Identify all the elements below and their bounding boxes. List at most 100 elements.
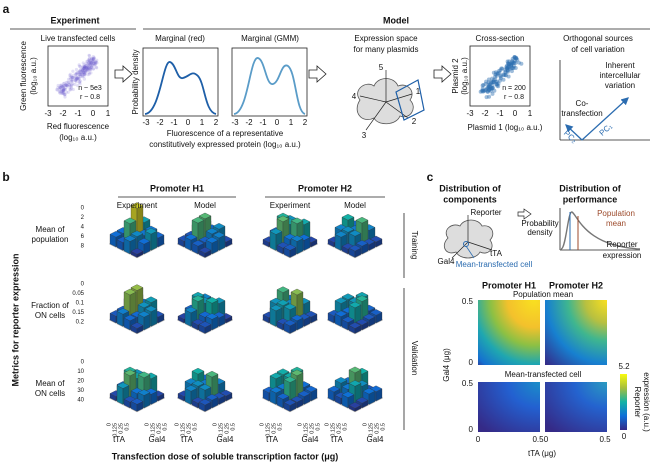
tick-label: 6 bbox=[81, 234, 85, 240]
bar-top bbox=[276, 286, 290, 293]
tick-label: 0.5 bbox=[380, 423, 386, 431]
dot bbox=[77, 72, 81, 76]
dot bbox=[63, 92, 67, 97]
label: constitutively expressed protein (log₁₀ … bbox=[149, 140, 301, 149]
dot bbox=[83, 69, 88, 74]
dot bbox=[81, 70, 85, 74]
tick-label: 0 bbox=[469, 358, 474, 367]
dot bbox=[61, 90, 65, 94]
dot bbox=[59, 83, 64, 87]
tick-label: 0 bbox=[297, 423, 303, 426]
dot bbox=[66, 90, 70, 94]
plot-frame bbox=[142, 47, 219, 117]
dot bbox=[61, 88, 66, 93]
dot bbox=[506, 61, 511, 66]
dot bbox=[80, 75, 84, 79]
bar-top bbox=[191, 380, 205, 387]
dot bbox=[66, 80, 70, 84]
dot bbox=[70, 79, 74, 83]
dot bbox=[89, 65, 94, 69]
dot bbox=[87, 54, 92, 58]
axis-number: 4 bbox=[352, 92, 357, 101]
dot bbox=[77, 72, 81, 76]
dot bbox=[84, 65, 88, 69]
dot bbox=[68, 77, 72, 81]
tick-label: 0 bbox=[622, 432, 627, 441]
dot bbox=[74, 72, 78, 76]
dot bbox=[89, 66, 93, 70]
dot bbox=[65, 83, 69, 87]
plot-frame bbox=[469, 45, 531, 107]
label: tTA bbox=[331, 435, 344, 444]
dot bbox=[91, 59, 96, 64]
heatmap bbox=[478, 300, 540, 365]
bar-top bbox=[283, 376, 297, 383]
label: (log₁₀ a.u.) bbox=[59, 133, 97, 142]
dot bbox=[488, 86, 493, 91]
bar-top bbox=[341, 213, 355, 221]
tick-label: 0.125 bbox=[218, 423, 224, 437]
dot bbox=[491, 79, 496, 84]
dot bbox=[490, 85, 495, 90]
dot bbox=[492, 88, 497, 93]
tick-label: -3 bbox=[44, 109, 52, 118]
dot bbox=[84, 66, 88, 70]
plot-title: Marginal (red) bbox=[155, 34, 205, 43]
bar-top bbox=[109, 231, 123, 238]
bar-top bbox=[334, 224, 348, 231]
dot bbox=[91, 67, 95, 71]
dot bbox=[74, 72, 78, 77]
dot bbox=[90, 60, 94, 65]
dot bbox=[86, 65, 90, 69]
label: Model bbox=[194, 201, 216, 210]
dot bbox=[64, 83, 68, 87]
axis-number: 2 bbox=[412, 117, 417, 126]
tick-label: -2 bbox=[59, 109, 67, 118]
bar-top bbox=[290, 217, 304, 224]
dot bbox=[64, 86, 68, 90]
dot bbox=[86, 58, 91, 62]
dot bbox=[60, 85, 64, 89]
dot bbox=[84, 69, 88, 73]
dot bbox=[64, 90, 68, 94]
dot bbox=[68, 72, 72, 76]
bar-top bbox=[348, 366, 362, 373]
dot bbox=[70, 83, 74, 87]
dot bbox=[82, 69, 86, 73]
tick-label: -1 bbox=[74, 109, 82, 118]
bar-top bbox=[212, 223, 226, 230]
dot bbox=[506, 61, 511, 66]
bar-top bbox=[355, 240, 369, 247]
dot bbox=[75, 76, 79, 81]
dot bbox=[62, 91, 66, 95]
label: Population mean bbox=[513, 290, 573, 299]
tick-label: -1 bbox=[259, 118, 267, 127]
dot bbox=[507, 65, 512, 70]
dot bbox=[72, 76, 76, 80]
dot bbox=[88, 63, 92, 67]
tick-label: -2 bbox=[245, 118, 253, 127]
dot bbox=[95, 61, 99, 65]
dot bbox=[86, 66, 90, 71]
bar-top bbox=[283, 244, 297, 251]
dot bbox=[503, 73, 508, 78]
dot bbox=[490, 91, 495, 96]
bar-top bbox=[355, 216, 369, 224]
arrow bbox=[308, 65, 327, 83]
labels: a Experiment Model Live transfected cells Gr… bbox=[2, 2, 651, 461]
dot bbox=[84, 66, 89, 71]
dot bbox=[86, 62, 90, 66]
bar-top bbox=[212, 311, 226, 319]
tick-label: 0.25 bbox=[309, 423, 315, 434]
dot bbox=[479, 88, 484, 93]
tick-label: 0.5 bbox=[599, 435, 611, 444]
tick-label: 1 bbox=[528, 109, 533, 118]
dot bbox=[505, 59, 510, 64]
dot bbox=[493, 79, 498, 84]
dot bbox=[62, 81, 66, 85]
dot bbox=[488, 88, 493, 93]
bar-top bbox=[205, 236, 219, 244]
dot bbox=[512, 55, 517, 60]
dot bbox=[58, 89, 62, 93]
dot bbox=[64, 83, 68, 87]
